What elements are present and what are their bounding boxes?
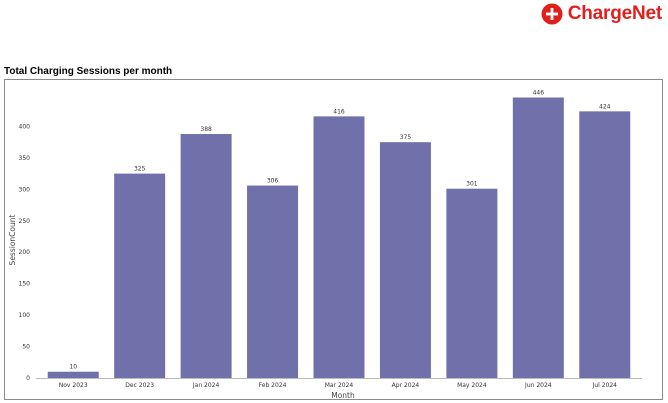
data-label: 301: [466, 181, 478, 188]
y-tick-label: 100: [19, 312, 31, 319]
x-tick-label: Mar 2024: [325, 382, 354, 389]
x-tick-label: Jun 2024: [524, 382, 552, 389]
x-tick-label: Nov 2023: [59, 382, 88, 389]
bar: [379, 142, 431, 378]
y-axis-title: SessionCount: [8, 214, 17, 265]
bar: [313, 116, 365, 378]
x-tick-label: Dec 2023: [125, 382, 154, 389]
x-tick-label: May 2024: [457, 382, 487, 389]
y-tick-label: 50: [22, 344, 30, 351]
x-tick-label: Apr 2024: [392, 382, 420, 389]
y-tick-label: 200: [19, 249, 31, 256]
data-label: 375: [400, 134, 412, 141]
data-label: 306: [267, 178, 279, 185]
y-tick-label: 300: [19, 186, 31, 193]
x-tick-label: Jul 2024: [592, 382, 618, 389]
bar: [579, 111, 631, 379]
bar: [114, 173, 166, 378]
y-tick-label: 150: [19, 281, 31, 288]
x-axis-title: Month: [331, 391, 355, 400]
brand-logo: ChargeNet: [541, 3, 662, 25]
y-tick-label: 350: [19, 155, 31, 162]
data-label: 424: [599, 103, 611, 110]
bar: [180, 133, 232, 378]
x-tick-label: Feb 2024: [259, 382, 287, 389]
chart-title: Total Charging Sessions per month: [4, 66, 173, 77]
data-label: 446: [533, 90, 545, 97]
brand-name: ChargeNet: [567, 3, 662, 24]
bar: [446, 188, 498, 378]
x-tick-label: Jan 2024: [192, 382, 220, 389]
bar: [47, 371, 99, 378]
bar: [247, 185, 299, 378]
data-label: 10: [69, 364, 77, 371]
y-tick-label: 250: [19, 218, 31, 225]
plus-circle-icon: [541, 3, 563, 25]
y-tick-label: 400: [19, 123, 31, 130]
y-tick-label: 0: [26, 375, 30, 382]
bar: [512, 97, 564, 378]
data-label: 416: [333, 108, 345, 115]
data-label: 325: [134, 166, 146, 173]
data-label: 388: [200, 126, 212, 133]
